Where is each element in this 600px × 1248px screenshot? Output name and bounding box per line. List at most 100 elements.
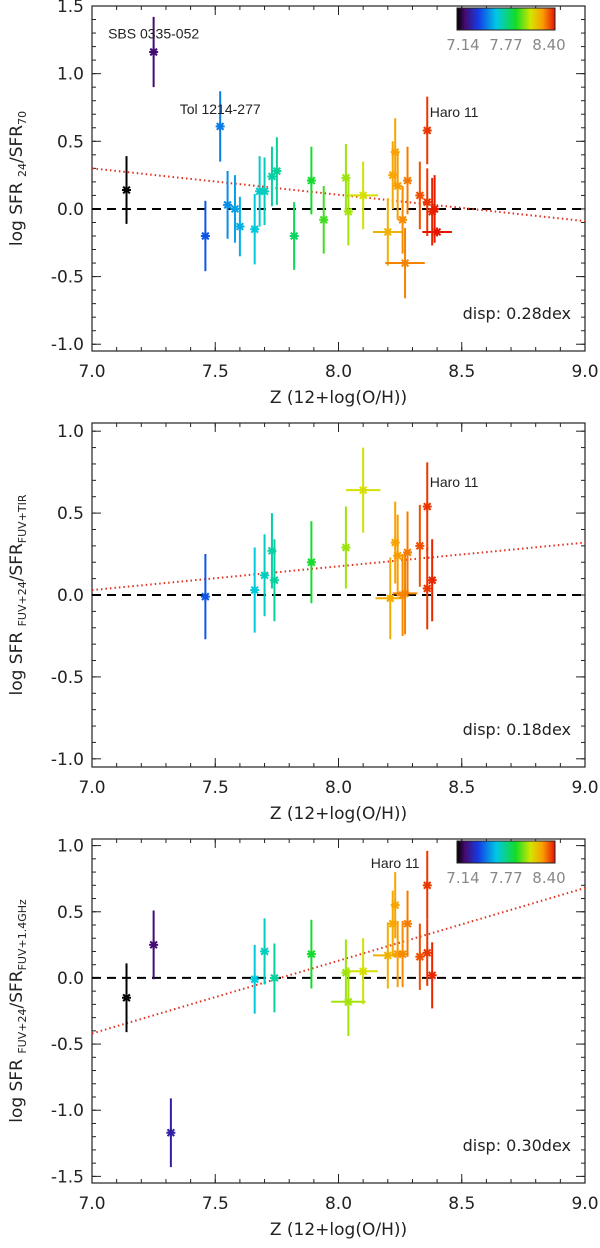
data-point xyxy=(343,177,353,246)
asterisk-marker xyxy=(343,207,353,217)
data-point xyxy=(403,890,413,957)
asterisk-marker xyxy=(319,215,329,225)
y-tick-label: 0.5 xyxy=(57,903,84,923)
data-point xyxy=(427,539,437,622)
y-tick-label: 1.0 xyxy=(57,65,84,85)
data-point xyxy=(341,506,351,589)
x-tick-label: 8.0 xyxy=(325,362,352,382)
colorbar-tick-label: 7.77 xyxy=(489,869,522,887)
x-tick-label: 8.5 xyxy=(448,1194,475,1214)
x-tick-label: 8.5 xyxy=(448,778,475,798)
asterisk-marker xyxy=(415,190,425,200)
data-point xyxy=(269,943,279,1013)
y-tick-label: -0.5 xyxy=(51,268,84,288)
data-point xyxy=(331,967,366,1037)
y-tick-label: -1.0 xyxy=(51,750,84,770)
asterisk-marker xyxy=(166,1128,176,1138)
asterisk-marker xyxy=(250,974,260,984)
asterisk-marker xyxy=(223,200,233,210)
asterisk-marker xyxy=(250,224,260,234)
data-point xyxy=(427,942,437,1009)
x-tick-label: 9.0 xyxy=(571,362,598,382)
colorbar-tick-label: 8.40 xyxy=(532,36,565,54)
asterisk-marker xyxy=(393,551,403,561)
asterisk-marker xyxy=(306,949,316,959)
asterisk-marker xyxy=(149,47,159,57)
asterisk-marker xyxy=(432,227,442,237)
colorbar xyxy=(456,7,556,31)
asterisk-marker xyxy=(415,541,425,551)
asterisk-marker xyxy=(383,227,393,237)
data-point xyxy=(422,919,432,986)
data-point xyxy=(122,963,132,1033)
asterisk-marker xyxy=(289,231,299,241)
y-tick-label: 1.5 xyxy=(57,0,84,17)
x-tick-label: 7.5 xyxy=(202,362,229,382)
data-point xyxy=(385,227,425,299)
data-point xyxy=(422,227,452,237)
data-point xyxy=(422,850,432,920)
dispersion-label: disp: 0.18dex xyxy=(463,720,571,739)
x-tick-label: 7.5 xyxy=(202,778,229,798)
y-tick-label: 0.0 xyxy=(57,586,84,606)
asterisk-marker xyxy=(400,258,410,268)
fit-line xyxy=(91,886,586,1035)
point-annotation: Tol 1214-277 xyxy=(180,101,261,117)
data-point xyxy=(289,202,299,270)
asterisk-marker xyxy=(200,592,210,602)
asterisk-marker xyxy=(306,557,316,567)
data-point xyxy=(422,168,432,236)
fit-line xyxy=(91,541,586,592)
asterisk-marker xyxy=(422,125,432,135)
asterisk-marker xyxy=(430,204,440,214)
asterisk-marker xyxy=(235,222,245,232)
asterisk-marker xyxy=(358,485,368,495)
asterisk-marker xyxy=(398,949,408,959)
y-tick-label: 1.0 xyxy=(57,422,84,442)
data-point xyxy=(393,514,403,597)
data-point xyxy=(393,152,403,220)
asterisk-marker xyxy=(267,171,277,181)
asterisk-marker xyxy=(427,575,437,585)
data-point xyxy=(348,938,378,1005)
colorbar-tick-label: 7.14 xyxy=(446,36,479,54)
data-point xyxy=(306,919,316,989)
data-point xyxy=(122,156,132,224)
asterisk-marker xyxy=(260,186,270,196)
y-tick-label: -1.5 xyxy=(51,1167,84,1187)
data-point xyxy=(223,171,233,239)
data-point xyxy=(373,198,403,266)
asterisk-marker xyxy=(269,575,279,585)
asterisk-marker xyxy=(306,176,316,186)
y-axis-label: log SFR 24/SFR70 xyxy=(7,111,29,246)
asterisk-marker xyxy=(215,121,225,131)
asterisk-marker xyxy=(422,583,432,593)
colorbar-tick-label: 8.40 xyxy=(532,869,565,887)
data-point xyxy=(422,547,432,630)
y-tick-label: -0.5 xyxy=(51,668,84,688)
x-tick-label: 7.0 xyxy=(78,362,105,382)
data-point xyxy=(230,175,240,243)
x-tick-label: 7.0 xyxy=(78,1194,105,1214)
y-tick-label: 0.0 xyxy=(57,200,84,220)
point-annotation: Haro 11 xyxy=(430,474,479,490)
data-point xyxy=(422,96,432,165)
asterisk-marker xyxy=(230,204,240,214)
data-point xyxy=(398,921,408,988)
data-point xyxy=(250,194,260,265)
point-annotation: Haro 11 xyxy=(371,855,420,871)
colorbar xyxy=(456,840,556,864)
data-point xyxy=(415,923,425,990)
asterisk-marker xyxy=(149,940,159,950)
data-point xyxy=(267,146,277,207)
asterisk-marker xyxy=(403,176,413,186)
data-point xyxy=(235,196,245,257)
data-point xyxy=(422,462,432,551)
data-point xyxy=(306,146,316,215)
data-point xyxy=(348,161,378,230)
asterisk-marker xyxy=(422,880,432,890)
x-tick-label: 9.0 xyxy=(571,1194,598,1214)
data-point xyxy=(415,161,425,230)
asterisk-marker xyxy=(427,970,437,980)
y-tick-label: -1.0 xyxy=(51,335,84,355)
